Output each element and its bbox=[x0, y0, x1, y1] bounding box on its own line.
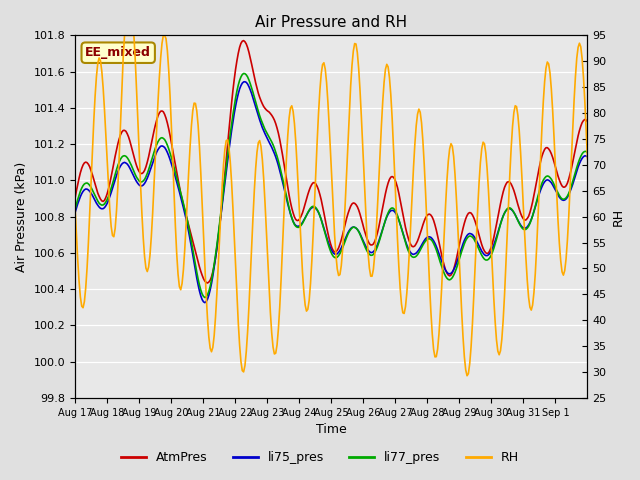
X-axis label: Time: Time bbox=[316, 423, 347, 436]
Legend: AtmPres, li75_pres, li77_pres, RH: AtmPres, li75_pres, li77_pres, RH bbox=[116, 446, 524, 469]
Y-axis label: Air Pressure (kPa): Air Pressure (kPa) bbox=[15, 161, 28, 272]
Y-axis label: RH: RH bbox=[612, 207, 625, 226]
Title: Air Pressure and RH: Air Pressure and RH bbox=[255, 15, 407, 30]
Text: EE_mixed: EE_mixed bbox=[85, 46, 151, 59]
